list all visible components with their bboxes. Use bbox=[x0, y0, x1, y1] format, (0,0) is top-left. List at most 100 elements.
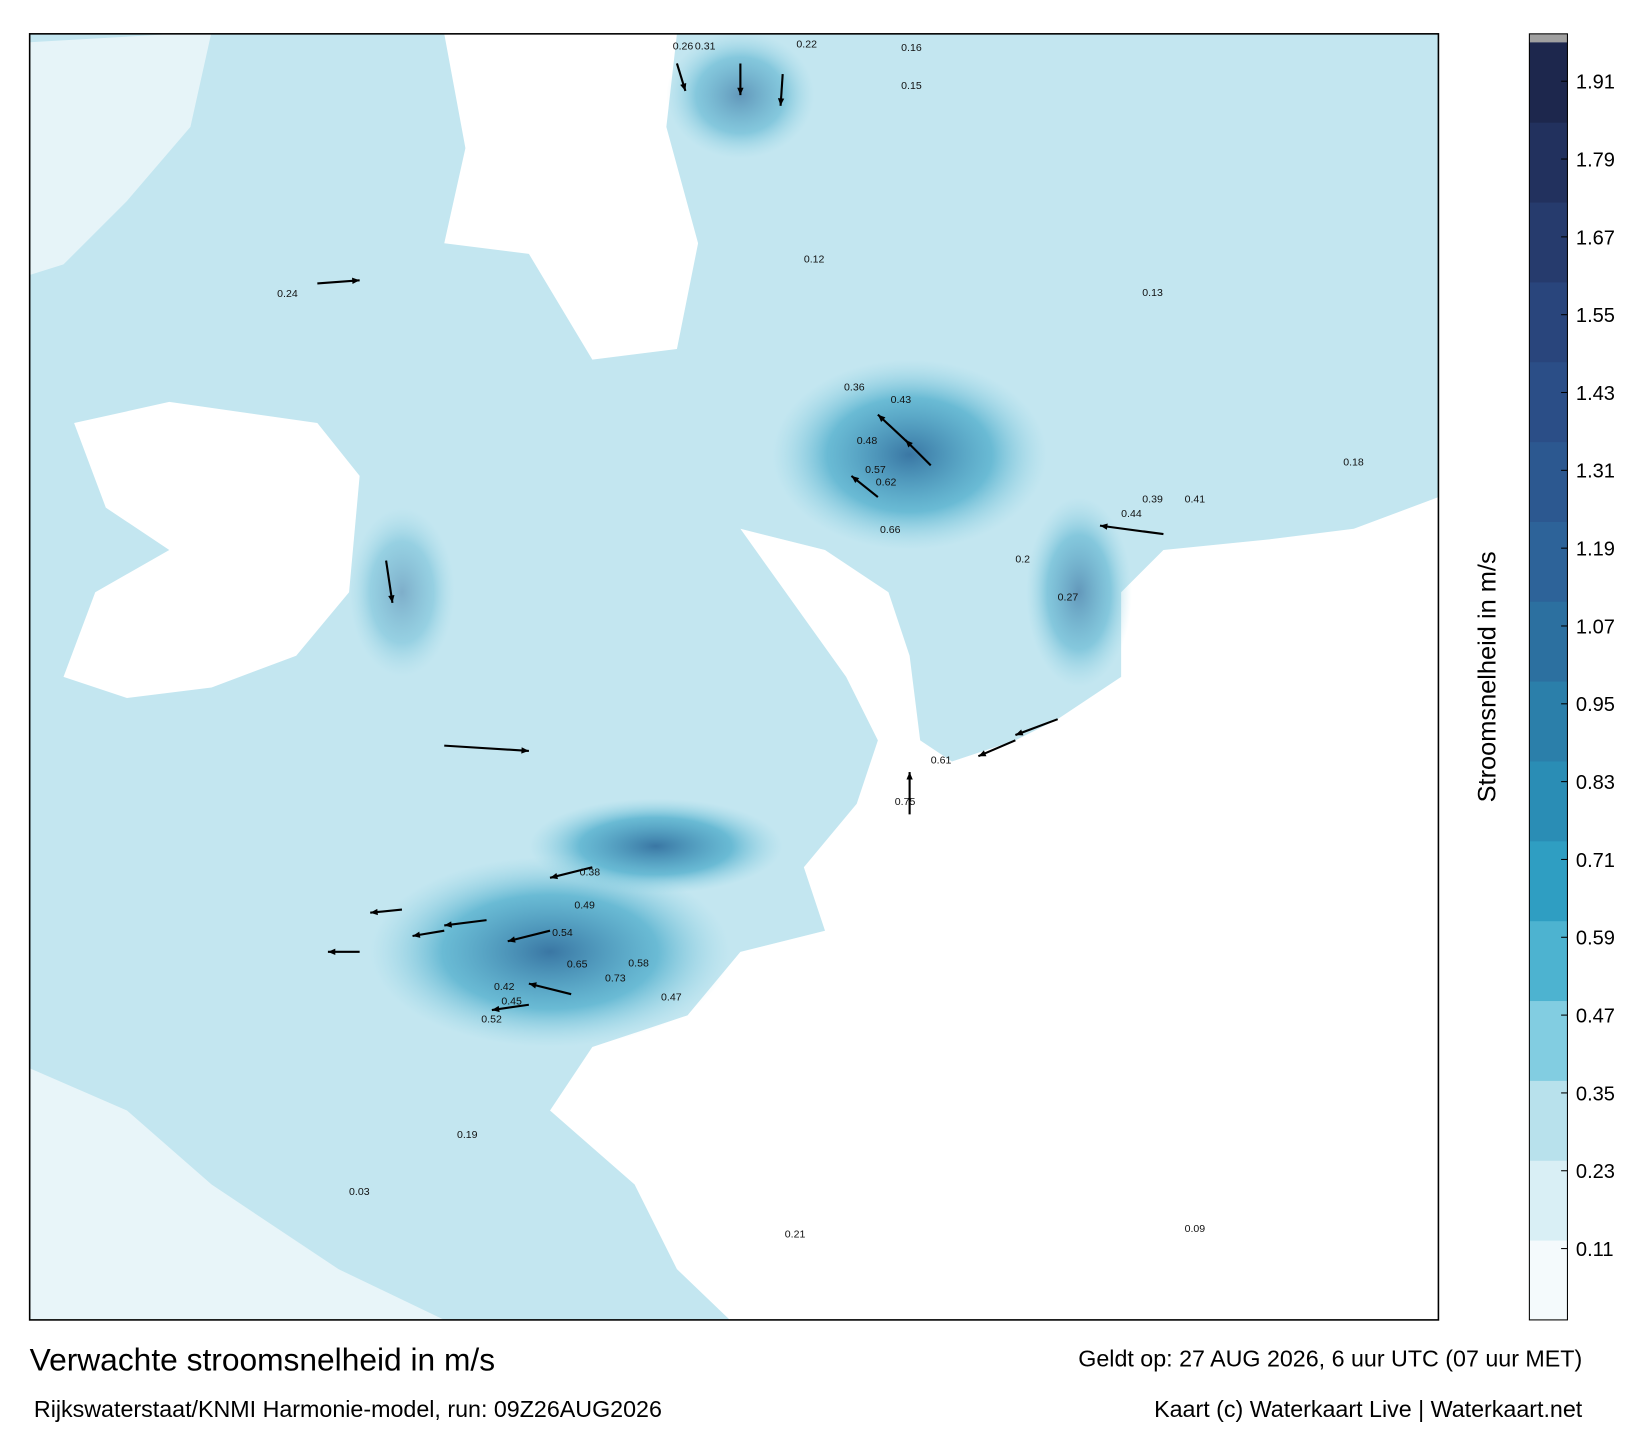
speed-label: 0.47 bbox=[661, 992, 682, 1004]
speed-label: 0.75 bbox=[895, 796, 916, 808]
speed-label: 0.12 bbox=[804, 253, 825, 265]
arrow-shaft bbox=[444, 744, 529, 752]
arrow-shaft bbox=[1099, 524, 1164, 536]
colorbar-tick-label: 1.43 bbox=[1576, 383, 1615, 405]
speed-label: 0.27 bbox=[1058, 592, 1079, 604]
arrow-head bbox=[1099, 523, 1108, 530]
speed-label: 0.18 bbox=[1343, 456, 1364, 468]
arrow-shaft bbox=[1015, 718, 1059, 737]
arrow-head bbox=[737, 87, 744, 96]
colorbar-band bbox=[1529, 920, 1568, 1002]
speed-label: 0.61 bbox=[931, 755, 952, 767]
arrow-head bbox=[370, 908, 378, 916]
speed-label: 0.62 bbox=[876, 476, 897, 488]
speed-label: 0.41 bbox=[1185, 493, 1206, 505]
speed-label: 0.57 bbox=[865, 464, 886, 476]
credit: Kaart (c) Waterkaart Live | Waterkaart.n… bbox=[1154, 1396, 1583, 1422]
colorbar-band bbox=[1529, 1160, 1568, 1241]
colorbar-tick-label: 1.07 bbox=[1576, 616, 1615, 638]
colorbar-band bbox=[1529, 202, 1568, 283]
arrow-head bbox=[327, 948, 336, 956]
arrow-head bbox=[680, 82, 687, 91]
speed-label: 0.13 bbox=[1142, 287, 1163, 299]
colorbar-tick-label: 0.95 bbox=[1576, 694, 1615, 716]
colorbar-band bbox=[1529, 122, 1568, 203]
colorbar-tick-label: 1.55 bbox=[1576, 305, 1615, 327]
arrow-head bbox=[1015, 729, 1024, 736]
title: Verwachte stroomsnelheid in m/s bbox=[30, 1342, 495, 1378]
map: 0.26 0.31 0.22 0.16 0.15 0.43 0.48 0.570.62 0.66… bbox=[29, 33, 1439, 1320]
speed-label: 0.03 bbox=[349, 1186, 370, 1198]
colorbar-tick-label: 0.47 bbox=[1576, 1006, 1615, 1028]
colorbar-tick-label: 0.11 bbox=[1576, 1239, 1614, 1261]
arrow-head bbox=[877, 414, 886, 422]
speed-label: 0.45 bbox=[501, 996, 522, 1008]
arrow-head bbox=[388, 595, 395, 603]
colorbar-band bbox=[1529, 42, 1568, 123]
colorbar-frame bbox=[1528, 33, 1568, 1321]
colorbar-band bbox=[1529, 1240, 1568, 1321]
colorbar-band bbox=[1529, 760, 1568, 842]
speed-label: 0.2 bbox=[1015, 554, 1030, 566]
subtitle: Rijkswaterstaat/KNMI Harmonie-model, run… bbox=[34, 1396, 662, 1422]
speed-label: 0.16 bbox=[901, 42, 922, 54]
arrow-head bbox=[905, 439, 913, 448]
speed-label: 0.36 bbox=[844, 381, 865, 393]
arrow-head bbox=[528, 982, 537, 989]
speed-label: 0.09 bbox=[1185, 1223, 1206, 1235]
map-frame bbox=[28, 33, 1440, 1321]
speed-label: 0.48 bbox=[857, 435, 878, 447]
colorbar-band bbox=[1529, 1000, 1568, 1081]
arrow-head bbox=[851, 475, 860, 484]
speed-label: 0.52 bbox=[481, 1014, 502, 1026]
arrow-head bbox=[507, 936, 516, 943]
colorbar-cap bbox=[1529, 33, 1568, 43]
speed-label: 0.22 bbox=[796, 39, 817, 51]
arrow-head bbox=[352, 277, 360, 284]
colorbar-tick-label: 0.59 bbox=[1576, 928, 1615, 950]
speed-label: 0.39 bbox=[1142, 493, 1163, 505]
speed-label: 0.21 bbox=[785, 1228, 806, 1240]
arrow-head bbox=[521, 747, 529, 754]
speed-label: 0.54 bbox=[552, 927, 573, 939]
colorbar-tick-label: 0.23 bbox=[1576, 1161, 1615, 1183]
colorbar-band bbox=[1529, 521, 1568, 602]
speed-label: 0.58 bbox=[628, 958, 649, 970]
arrow-head bbox=[906, 772, 913, 780]
speed-label: 0.65 bbox=[567, 959, 588, 971]
colorbar-tick-label: 1.67 bbox=[1576, 227, 1615, 249]
colorbar-tick-label: 1.79 bbox=[1576, 149, 1615, 171]
arrow-head bbox=[777, 98, 785, 106]
colorbar-band bbox=[1529, 840, 1568, 922]
speed-label: 0.44 bbox=[1121, 508, 1142, 520]
speed-label: 0.24 bbox=[277, 288, 298, 300]
speed-label: 0.43 bbox=[891, 394, 912, 406]
arrow-head bbox=[412, 931, 421, 938]
colorbar-tick-label: 0.83 bbox=[1576, 772, 1615, 794]
colorbar-band bbox=[1529, 441, 1568, 522]
colorbar-band bbox=[1529, 1080, 1568, 1161]
colorbar: 0.11 0.23 0.35 0.47 0.59 0.71 0.83 0.95 1.07 1.19… bbox=[1528, 33, 1615, 1321]
colorbar-band bbox=[1529, 361, 1568, 443]
vector-grid bbox=[29, 33, 1439, 1320]
colorbar-label: Stroomsnelheid in m/s bbox=[1474, 551, 1502, 802]
colorbar-tick-label: 1.91 bbox=[1576, 72, 1615, 94]
speed-label: 0.73 bbox=[605, 972, 626, 984]
colorbar-tick-label: 1.19 bbox=[1576, 539, 1615, 561]
speed-label: 0.49 bbox=[574, 899, 595, 911]
colorbar-tick-label: 0.71 bbox=[1576, 850, 1615, 872]
speed-label: 0.31 bbox=[695, 41, 716, 53]
colorbar-band bbox=[1529, 281, 1568, 363]
colorbar-tick-label: 0.35 bbox=[1576, 1083, 1615, 1105]
speed-label: 0.38 bbox=[580, 867, 601, 879]
colorbar-band bbox=[1529, 681, 1568, 762]
speed-label: 0.26 bbox=[673, 41, 694, 53]
current-arrows bbox=[317, 63, 1164, 1013]
speed-label: 0.19 bbox=[457, 1129, 478, 1141]
speed-label: 0.15 bbox=[901, 80, 922, 92]
arrow-head bbox=[550, 872, 558, 880]
arrow-head bbox=[978, 750, 987, 757]
speed-label: 0.42 bbox=[494, 981, 515, 993]
valid-time: Geldt op: 27 AUG 2026, 6 uur UTC (07 uur… bbox=[1078, 1345, 1582, 1371]
